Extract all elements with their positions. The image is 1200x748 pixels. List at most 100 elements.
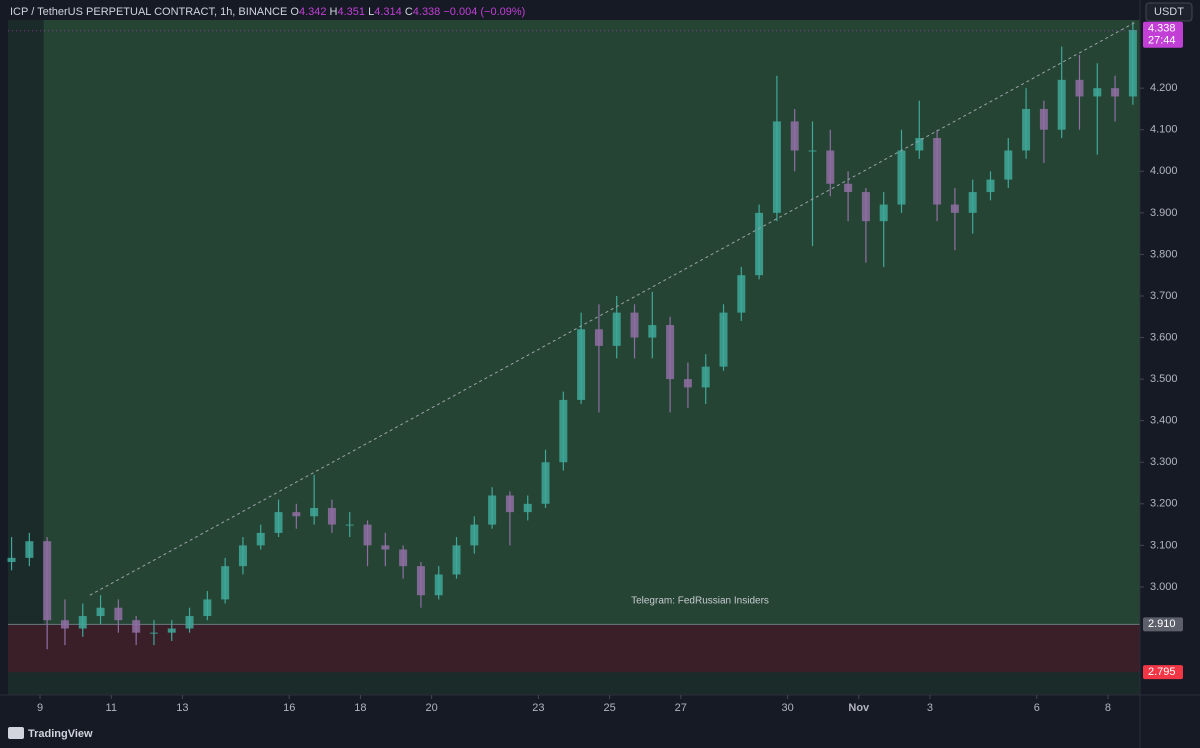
- candle-body: [630, 312, 639, 338]
- x-tick-label: 25: [603, 702, 615, 714]
- candle-body: [381, 545, 390, 550]
- h-value: 4.351: [338, 6, 366, 18]
- candle-body: [274, 512, 283, 533]
- candle-body: [826, 150, 835, 184]
- x-tick-label: 13: [176, 702, 188, 714]
- candle-body: [416, 566, 425, 596]
- candle-body: [1128, 29, 1137, 97]
- currency-button[interactable]: [1145, 2, 1193, 22]
- y-tick-label: 4.100: [1150, 124, 1178, 136]
- candle-body: [666, 325, 675, 380]
- candle-body: [238, 545, 247, 567]
- x-tick-label: 8: [1105, 702, 1111, 714]
- c-label: C: [405, 6, 413, 18]
- candle-body: [1039, 108, 1048, 130]
- candle-body: [488, 495, 497, 525]
- candle-body: [861, 192, 870, 222]
- candle-body: [221, 566, 230, 600]
- y-tick-label: 3.400: [1150, 415, 1178, 427]
- x-tick-label: 27: [675, 702, 687, 714]
- candle-body: [256, 532, 265, 546]
- candle-body: [399, 549, 408, 567]
- candle-body: [1057, 79, 1066, 130]
- x-tick-label: 30: [781, 702, 793, 714]
- candle-body: [559, 399, 568, 463]
- o-value: 4.342: [299, 6, 327, 18]
- candle-body: [594, 329, 603, 346]
- candle-body: [701, 366, 710, 388]
- candle-body: [345, 524, 354, 526]
- y-tick-label: 3.300: [1150, 456, 1178, 468]
- level-label: 2.910: [1148, 618, 1176, 630]
- x-tick-label: 6: [1034, 702, 1040, 714]
- level-tag: [1143, 617, 1183, 632]
- candle-body: [577, 329, 586, 400]
- candle-body: [755, 212, 764, 276]
- currency[interactable]: USDT: [1154, 6, 1184, 18]
- candle-body: [1093, 88, 1102, 97]
- candle-body: [292, 512, 301, 517]
- candle-body: [1075, 79, 1084, 97]
- level-tag: [1143, 665, 1183, 680]
- candle-body: [114, 607, 123, 621]
- candle-body: [612, 312, 621, 346]
- candle-body: [149, 632, 158, 634]
- x-tick-label: 18: [354, 702, 366, 714]
- candle-body: [683, 379, 692, 388]
- brand-logo: [8, 727, 24, 739]
- c-value: 4.338: [413, 6, 441, 18]
- candle-body: [505, 495, 514, 513]
- candle-body: [96, 607, 105, 617]
- header: ICP / TetherUS PERPETUAL CONTRACT, 1h, B…: [10, 6, 525, 18]
- x-tick-label: 23: [532, 702, 544, 714]
- candle-body: [363, 524, 372, 546]
- y-tick-label: 3.200: [1150, 498, 1178, 510]
- x-tick-label: 9: [37, 702, 43, 714]
- stop-zone: [8, 624, 1140, 673]
- y-tick-label: 3.600: [1150, 331, 1178, 343]
- last-price-tag: [1143, 21, 1183, 48]
- candle-body: [541, 462, 550, 504]
- candle-body: [808, 150, 817, 152]
- candle-body: [844, 183, 853, 193]
- candle-body: [933, 138, 942, 205]
- candle-body: [986, 179, 995, 193]
- candle-body: [790, 121, 799, 151]
- l-label: L: [368, 6, 374, 18]
- candle-body: [1111, 88, 1120, 97]
- candle-body: [132, 620, 141, 633]
- x-tick-label: 20: [425, 702, 437, 714]
- y-tick-label: 3.500: [1150, 373, 1178, 385]
- candle-body: [915, 138, 924, 151]
- y-tick-label: 3.900: [1150, 207, 1178, 219]
- candle-body: [648, 325, 657, 338]
- watermark: Telegram: FedRussian Insiders: [631, 596, 769, 607]
- candle-body: [7, 557, 16, 562]
- candle-body: [185, 616, 194, 629]
- candle-body: [523, 503, 532, 513]
- y-tick-label: 3.800: [1150, 248, 1178, 260]
- x-tick-label: 3: [927, 702, 933, 714]
- x-tick-label: Nov: [848, 702, 870, 714]
- brand: TradingView: [28, 728, 93, 740]
- candle-body: [719, 312, 728, 367]
- candle-body: [167, 628, 176, 633]
- candle-body: [772, 121, 781, 213]
- change: −0.004 (−0.09%): [443, 6, 525, 18]
- candle-body: [950, 204, 959, 213]
- trend-line: [89, 21, 1137, 596]
- candle-body: [203, 599, 212, 617]
- last-price-label: 4.338: [1148, 23, 1176, 35]
- y-tick-label: 4.200: [1150, 82, 1178, 94]
- countdown: 27:44: [1148, 35, 1176, 47]
- y-tick-label: 4.000: [1150, 165, 1178, 177]
- candle-body: [737, 275, 746, 313]
- x-tick-label: 16: [283, 702, 295, 714]
- y-tick-label: 3.000: [1150, 581, 1178, 593]
- o-label: O: [290, 6, 299, 18]
- y-tick-label: 3.100: [1150, 539, 1178, 551]
- candle-body: [78, 616, 87, 629]
- candle-body: [60, 620, 69, 629]
- x-tick-label: 11: [106, 702, 117, 714]
